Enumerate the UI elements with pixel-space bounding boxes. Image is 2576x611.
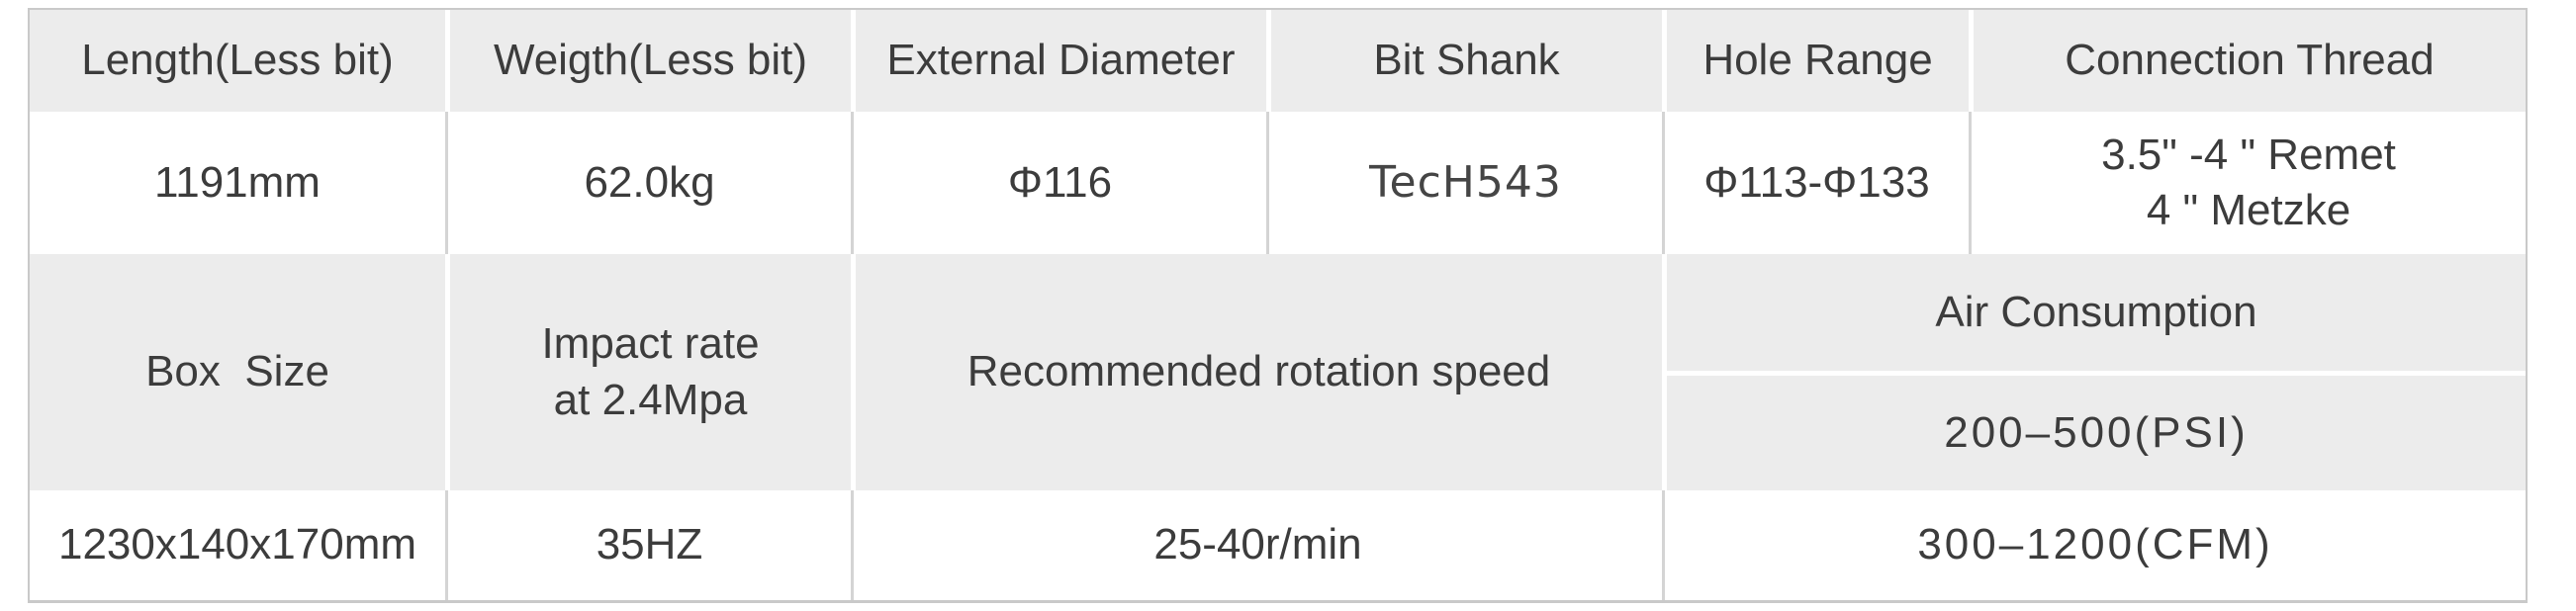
header-label-bit-shank: Bit Shank	[1373, 36, 1560, 85]
header-cell-bit-shank: Bit Shank	[1266, 10, 1662, 112]
header-cell-rotation-speed: Recommended rotation speed	[851, 254, 1662, 490]
header-cell-length: Length(Less bit)	[30, 10, 445, 112]
value-rotation-speed: 25-40r/min	[1153, 520, 1362, 569]
value-impact-rate: 35HZ	[596, 520, 703, 569]
value-box-size: 1230x140x170mm	[57, 520, 416, 569]
value-air-consumption-cfm: 300–1200(CFM)	[1917, 520, 2273, 569]
header-label-impact-rate: Impact rate at 2.4Mpa	[541, 319, 760, 424]
header-cell-box-size: Box Size	[30, 254, 445, 490]
value-cell-hole-range: Φ113-Φ133	[1662, 112, 1969, 254]
value-cell-impact-rate: 35HZ	[445, 490, 851, 600]
header-label-air-consumption: Air Consumption	[1935, 287, 2257, 336]
value-cell-bit-shank: TecH543	[1266, 112, 1662, 254]
value-cell-air-consumption-cfm: 300–1200(CFM)	[1662, 490, 2526, 600]
header-label-rotation-speed: Recommended rotation speed	[966, 347, 1551, 396]
value-cell-weight: 62.0kg	[445, 112, 851, 254]
header-cell-air-consumption: Air Consumption	[1662, 254, 2526, 371]
value-hole-range: Φ113-Φ133	[1703, 157, 1930, 207]
header-label-hole-range: Hole Range	[1702, 36, 1933, 85]
value-cell-rotation-speed: 25-40r/min	[851, 490, 1662, 600]
value-air-consumption-psi: 200–500(PSI)	[1944, 407, 2249, 457]
value-cell-box-size: 1230x140x170mm	[30, 490, 445, 600]
header-cell-connection-thread: Connection Thread	[1969, 10, 2526, 112]
value-cell-external-diameter: Φ116	[851, 112, 1266, 254]
value-length: 1191mm	[154, 157, 321, 207]
specification-table: Length(Less bit) Weigth(Less bit) Extern…	[28, 8, 2528, 603]
value-external-diameter: Φ116	[1007, 157, 1113, 207]
value-weight: 62.0kg	[584, 157, 715, 207]
header-cell-impact-rate: Impact rate at 2.4Mpa	[445, 254, 851, 490]
value-cell-air-consumption-psi: 200–500(PSI)	[1662, 371, 2526, 490]
header-label-box-size: Box Size	[145, 347, 329, 396]
value-cell-connection-thread: 3.5" -4 " Remet 4 " Metzke	[1969, 112, 2526, 254]
value-cell-length: 1191mm	[30, 112, 445, 254]
header-cell-weight: Weigth(Less bit)	[445, 10, 851, 112]
header-cell-hole-range: Hole Range	[1662, 10, 1969, 112]
header-label-weight: Weigth(Less bit)	[493, 36, 808, 85]
value-connection-thread: 3.5" -4 " Remet 4 " Metzke	[2101, 130, 2396, 234]
value-bit-shank: TecH543	[1369, 156, 1562, 208]
header-label-connection-thread: Connection Thread	[2065, 36, 2435, 85]
header-cell-external-diameter: External Diameter	[851, 10, 1266, 112]
header-label-length: Length(Less bit)	[81, 36, 394, 85]
header-label-external-diameter: External Diameter	[886, 36, 1236, 85]
